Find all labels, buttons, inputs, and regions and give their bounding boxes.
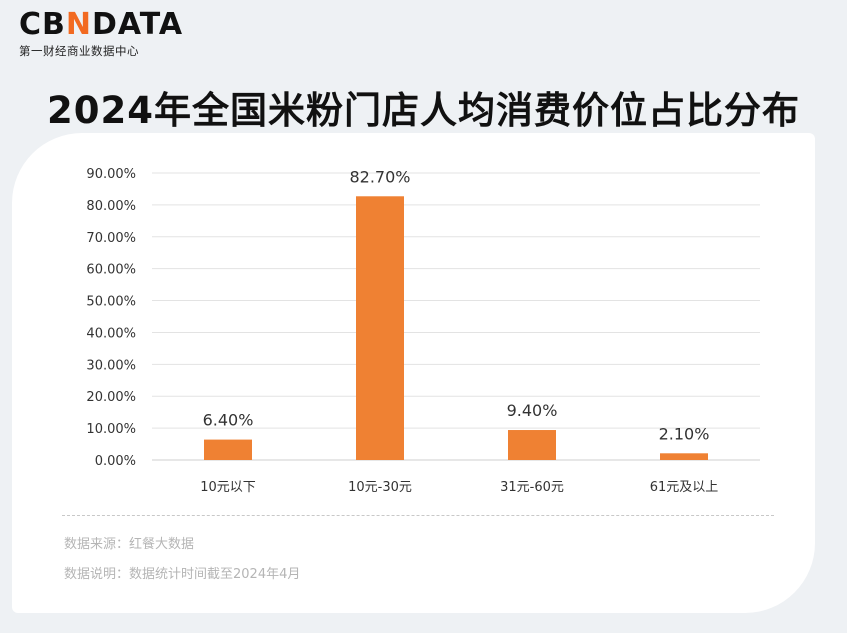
brand-subtitle: 第一财经商业数据中心 xyxy=(19,44,139,58)
y-tick-label: 50.00% xyxy=(86,295,136,310)
y-tick-label: 80.00% xyxy=(86,199,136,214)
page-title: 2024年全国米粉门店人均消费价位占比分布 xyxy=(47,89,800,132)
y-tick-label: 10.00% xyxy=(86,422,136,437)
y-tick-label: 30.00% xyxy=(86,358,136,373)
data-source-note: 数据来源：红餐大数据 xyxy=(64,537,195,552)
y-tick-label: 40.00% xyxy=(86,326,136,341)
y-tick-label: 60.00% xyxy=(86,263,136,278)
brand-logo: CBNDATA 第一财经商业数据中心 xyxy=(19,8,183,59)
y-tick-label: 90.00% xyxy=(86,167,136,182)
data-label: 82.70% xyxy=(349,167,410,186)
bar-chart: 0.00% 10.00% 20.00% 30.00% 40.00% 50.00% 60.00… xyxy=(86,167,760,495)
chart-card: 0.00% 10.00% 20.00% 30.00% 40.00% 50.00% 60.00… xyxy=(12,133,815,613)
footnote-divider xyxy=(62,515,774,516)
y-tick-label: 70.00% xyxy=(86,231,136,246)
brand-wordmark: CBNDATA xyxy=(19,7,184,42)
bar xyxy=(204,439,252,460)
y-tick-label: 0.00% xyxy=(95,454,136,469)
data-label: 9.40% xyxy=(507,401,558,420)
x-tick-label: 10元-30元 xyxy=(348,480,412,495)
bar xyxy=(660,453,708,460)
y-tick-label: 20.00% xyxy=(86,390,136,405)
data-description-note: 数据说明：数据统计时间截至2024年4月 xyxy=(64,567,301,582)
x-tick-label: 10元以下 xyxy=(200,480,256,495)
data-label: 2.10% xyxy=(659,424,710,443)
bar xyxy=(356,196,404,461)
bar xyxy=(508,430,556,460)
x-tick-label: 31元-60元 xyxy=(500,480,564,495)
x-tick-label: 61元及以上 xyxy=(650,480,719,495)
data-label: 6.40% xyxy=(203,411,254,430)
